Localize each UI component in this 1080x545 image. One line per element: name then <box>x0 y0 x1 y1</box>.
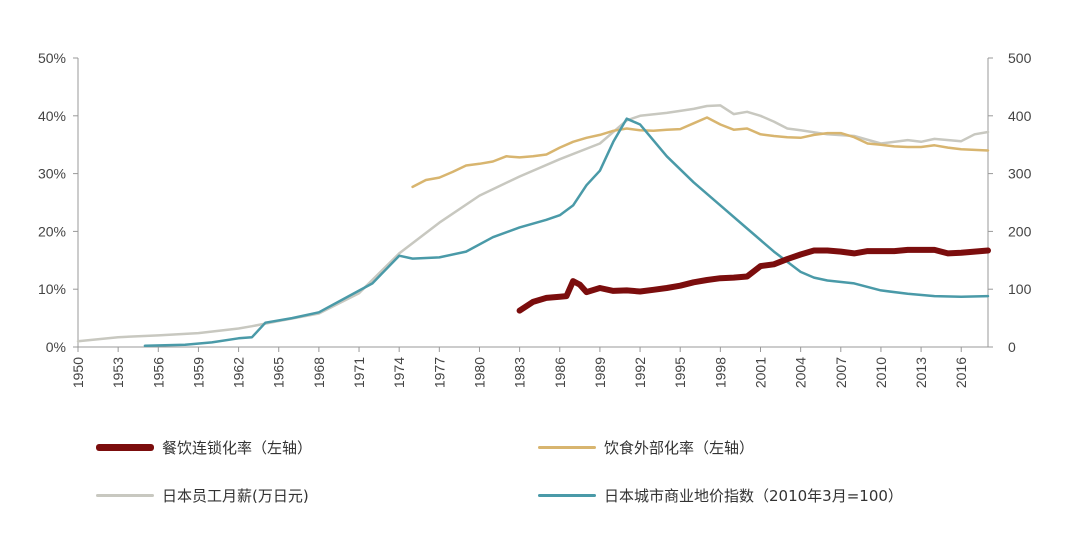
y-right-tick-label: 300 <box>1008 166 1032 182</box>
series-line-chain-rate <box>516 246 991 314</box>
y-right-tick-label: 0 <box>1008 339 1016 355</box>
y-left-tick-label: 50% <box>38 50 66 66</box>
x-tick-label: 1995 <box>672 357 688 388</box>
x-tick-label: 2013 <box>913 357 929 388</box>
x-tick-label: 1992 <box>632 357 648 388</box>
y-right-tick-label: 200 <box>1008 223 1032 239</box>
y-right-tick-label: 100 <box>1008 281 1032 297</box>
y-left-tick-label: 10% <box>38 281 66 297</box>
y-right-tick-label: 500 <box>1008 50 1032 66</box>
chart-axes: 0% 10% 20% 30% 40% 50% 0 100 200 300 400 500 1950 195… <box>38 50 1032 388</box>
x-tick-label: 2007 <box>833 357 849 388</box>
x-tick-label: 1986 <box>552 357 568 388</box>
x-tick-label: 1965 <box>271 357 287 388</box>
x-tick-label: 1971 <box>351 357 367 388</box>
x-tick-label: 1962 <box>231 357 247 388</box>
y-left-tick-label: 0% <box>46 339 66 355</box>
series-line-outside-eating-rate <box>411 116 990 189</box>
x-tick-label: 1953 <box>110 357 126 388</box>
x-tick-label: 1968 <box>311 357 327 388</box>
x-tick-label: 1983 <box>512 357 528 388</box>
series-line-land-price <box>143 117 990 348</box>
x-tick-label: 2010 <box>873 357 889 388</box>
x-tick-label: 1980 <box>471 357 487 388</box>
x-tick-label: 1998 <box>712 357 728 388</box>
x-tick-label: 1956 <box>150 357 166 388</box>
y-left-tick-label: 30% <box>38 166 66 182</box>
x-tick-label: 1977 <box>431 357 447 388</box>
y-right-tick-label: 400 <box>1008 108 1032 124</box>
chart-series-lines <box>76 104 991 348</box>
x-tick-label: 2001 <box>753 357 769 388</box>
x-tick-label: 1959 <box>190 357 206 388</box>
x-tick-label: 2004 <box>793 357 809 388</box>
x-tick-label: 1950 <box>70 357 86 388</box>
y-left-tick-label: 40% <box>38 108 66 124</box>
x-tick-label: 1989 <box>592 357 608 388</box>
x-tick-label: 1974 <box>391 357 407 388</box>
x-tick-label: 2016 <box>953 357 969 388</box>
y-left-tick-label: 20% <box>38 223 66 239</box>
